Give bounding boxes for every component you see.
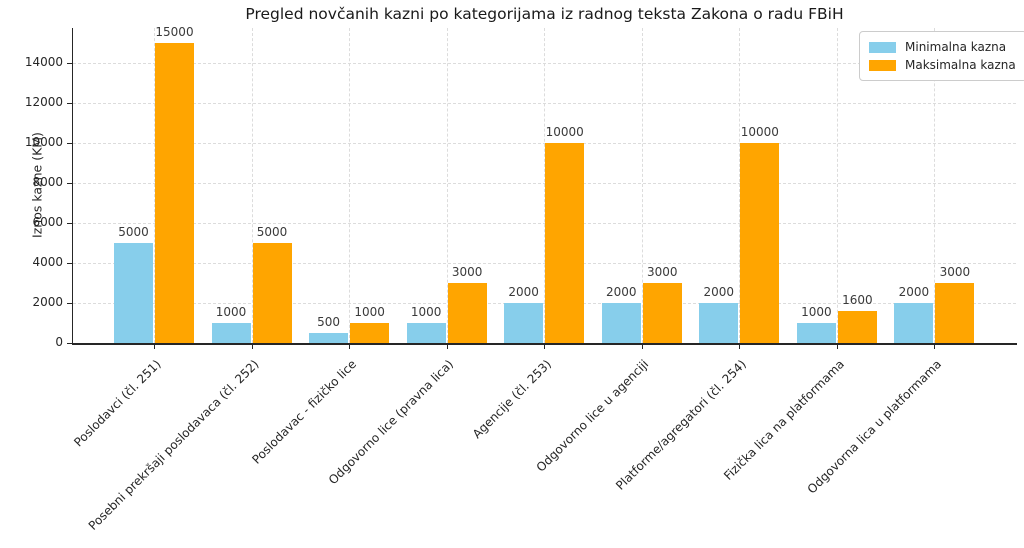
bar-max [935, 283, 975, 343]
bar-value-label: 15000 [155, 25, 194, 39]
bar-value-label: 5000 [118, 225, 149, 239]
bar-min [894, 303, 934, 343]
y-tick-label: 2000 [32, 295, 63, 309]
x-tick-mark [349, 344, 351, 349]
bar-min [309, 333, 349, 343]
legend-entry: Minimalna kazna [869, 38, 1016, 56]
v-gridline [154, 28, 155, 343]
x-tick-label: Poslodavac - fizičko lice [249, 357, 359, 467]
bar-max [740, 143, 780, 343]
x-tick-label: Odgovorno lice u agenciji [533, 357, 652, 475]
x-tick-mark [934, 344, 936, 349]
v-gridline [251, 28, 253, 343]
v-gridline [446, 28, 448, 343]
bar-value-label: 1000 [801, 305, 832, 319]
y-axis-spine [71, 28, 73, 343]
bar-max [837, 311, 877, 343]
v-gridline [836, 28, 838, 343]
x-tick-mark [739, 344, 741, 349]
y-tick-mark [67, 303, 73, 304]
v-gridline [934, 28, 936, 343]
bar-min [211, 323, 251, 343]
bar-value-label: 1000 [354, 305, 385, 319]
legend-swatch-icon [869, 41, 896, 53]
y-tick-mark [67, 63, 73, 64]
bar-value-label: 1000 [215, 305, 247, 319]
chart-title: Pregled novčanih kazni po kategorijama i… [245, 5, 844, 23]
y-tick-label: 4000 [32, 255, 63, 269]
bar-value-label: 3000 [451, 265, 483, 279]
x-tick-mark [446, 344, 448, 349]
legend-entry: Maksimalna kazna [869, 56, 1016, 74]
y-tick-mark [67, 183, 73, 184]
y-tick-label: 10000 [24, 135, 63, 149]
bar-min [699, 303, 739, 343]
y-tick-label: 12000 [24, 95, 63, 109]
bar-max [447, 283, 487, 343]
bar-max [545, 143, 585, 343]
y-tick-mark [67, 223, 73, 224]
y-tick-mark [67, 143, 73, 144]
y-tick-label: 6000 [32, 215, 63, 229]
bar-value-label: 3000 [646, 265, 678, 279]
x-tick-mark [836, 344, 838, 349]
bar-min [114, 243, 153, 343]
legend-swatch-icon [869, 59, 896, 71]
x-axis-spine [71, 343, 1017, 345]
bar-max [642, 283, 682, 343]
v-gridline [641, 28, 643, 343]
bar-min [504, 303, 544, 343]
y-tick-label: 0 [55, 335, 63, 349]
bar-min [601, 303, 641, 343]
v-gridline [544, 28, 546, 343]
legend-label: Minimalna kazna [905, 40, 1007, 54]
x-tick-mark [251, 344, 253, 349]
x-tick-label: Agencije (čl. 253) [469, 357, 555, 442]
bar-value-label: 1600 [842, 293, 873, 307]
bar-value-label: 2000 [508, 285, 539, 299]
x-tick-mark [641, 344, 643, 349]
bar-value-label: 5000 [256, 225, 288, 239]
v-gridline [739, 28, 741, 343]
legend-label: Maksimalna kazna [905, 58, 1016, 72]
x-tick-mark [544, 344, 546, 349]
bar-min [796, 323, 836, 343]
x-tick-mark [154, 344, 155, 349]
bar-min [406, 323, 446, 343]
legend: Minimalna kazna Maksimalna kazna [859, 31, 1024, 81]
x-tick-label: Poslodavci (čl. 251) [71, 357, 164, 450]
bar-value-label: 2000 [898, 285, 930, 299]
v-gridline [349, 28, 351, 343]
bar-value-label: 3000 [939, 265, 971, 279]
y-tick-mark [67, 103, 73, 104]
y-tick-label: 14000 [24, 55, 63, 69]
bar-max [350, 323, 390, 343]
bar-max [252, 243, 292, 343]
bar-value-label: 500 [317, 315, 341, 329]
bar-value-label: 1000 [410, 305, 442, 319]
y-tick-mark [67, 343, 73, 344]
y-tick-label: 8000 [32, 175, 63, 189]
bar-max [155, 43, 194, 343]
bar-value-label: 10000 [545, 125, 584, 139]
bar-value-label: 10000 [740, 125, 779, 139]
x-tick-label: Posebni prekršaji poslodavaca (čl. 252) [85, 357, 262, 533]
bar-value-label: 2000 [703, 285, 735, 299]
y-tick-mark [67, 263, 73, 264]
bar-value-label: 2000 [605, 285, 637, 299]
